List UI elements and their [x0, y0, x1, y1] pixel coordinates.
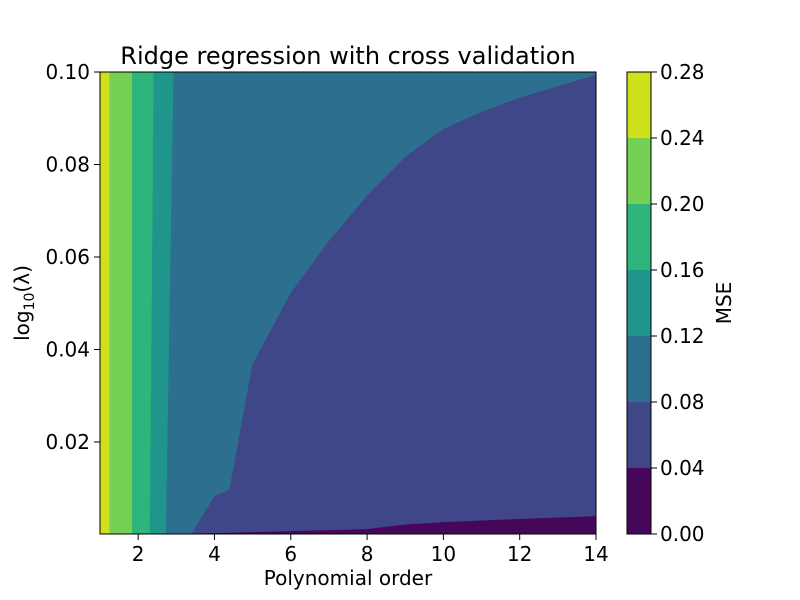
colorbar-segment — [627, 336, 651, 402]
y-tick-label: 0.10 — [45, 60, 90, 84]
y-axis-label-suffix: (λ) — [10, 265, 34, 292]
plot-area — [100, 72, 596, 534]
colorbar-tick-label: 0.20 — [660, 192, 705, 216]
contour-band-0.04-0.08 — [191, 74, 596, 534]
colorbar-tick-label: 0.28 — [660, 60, 705, 84]
colorbar-segment — [627, 72, 651, 138]
contour-band-0.24-0.28 — [100, 72, 110, 534]
x-tick-label: 6 — [284, 542, 297, 566]
y-axis-label-prefix: log — [10, 310, 34, 341]
x-axis-label: Polynomial order — [264, 566, 433, 590]
colorbar-segment — [627, 138, 651, 204]
x-tick-label: 12 — [507, 542, 532, 566]
colorbar-tick-label: 0.04 — [660, 456, 705, 480]
y-tick-label: 0.08 — [45, 152, 90, 176]
plot-frame — [99, 71, 597, 535]
y-axis-ticks: 0.02 0.04 0.06 0.08 0.10 — [45, 60, 100, 454]
colorbar-segment — [627, 270, 651, 336]
y-axis-label-sub: 10 — [22, 293, 38, 311]
x-tick-label: 10 — [431, 542, 456, 566]
colorbar-tick-label: 0.00 — [660, 522, 705, 546]
y-axis-label: log10(λ) — [10, 265, 38, 341]
colorbar-tick-label: 0.08 — [660, 390, 705, 414]
colorbar-tick-label: 0.24 — [660, 126, 705, 150]
colorbar-label: MSE — [712, 282, 736, 325]
y-tick-label: 0.04 — [45, 337, 90, 361]
x-tick-label: 2 — [132, 542, 145, 566]
chart-title: Ridge regression with cross validation — [120, 42, 575, 70]
contour-band-0.00-0.04 — [191, 516, 596, 534]
y-tick-label: 0.06 — [45, 245, 90, 269]
x-tick-label: 4 — [208, 542, 221, 566]
colorbar: 0.00 0.04 0.08 0.12 0.16 0.20 0.24 0.28 — [626, 60, 705, 546]
colorbar-tick-label: 0.12 — [660, 324, 705, 348]
colorbar-segment — [627, 468, 651, 534]
y-tick-label: 0.02 — [45, 430, 90, 454]
colorbar-segment — [627, 402, 651, 468]
colorbar-frame — [626, 71, 652, 535]
colorbar-segment — [627, 204, 651, 270]
x-tick-label: 14 — [583, 542, 608, 566]
x-tick-label: 8 — [361, 542, 374, 566]
colorbar-tick-label: 0.16 — [660, 258, 705, 282]
x-axis-ticks: 2 4 6 8 10 12 14 — [132, 534, 609, 566]
